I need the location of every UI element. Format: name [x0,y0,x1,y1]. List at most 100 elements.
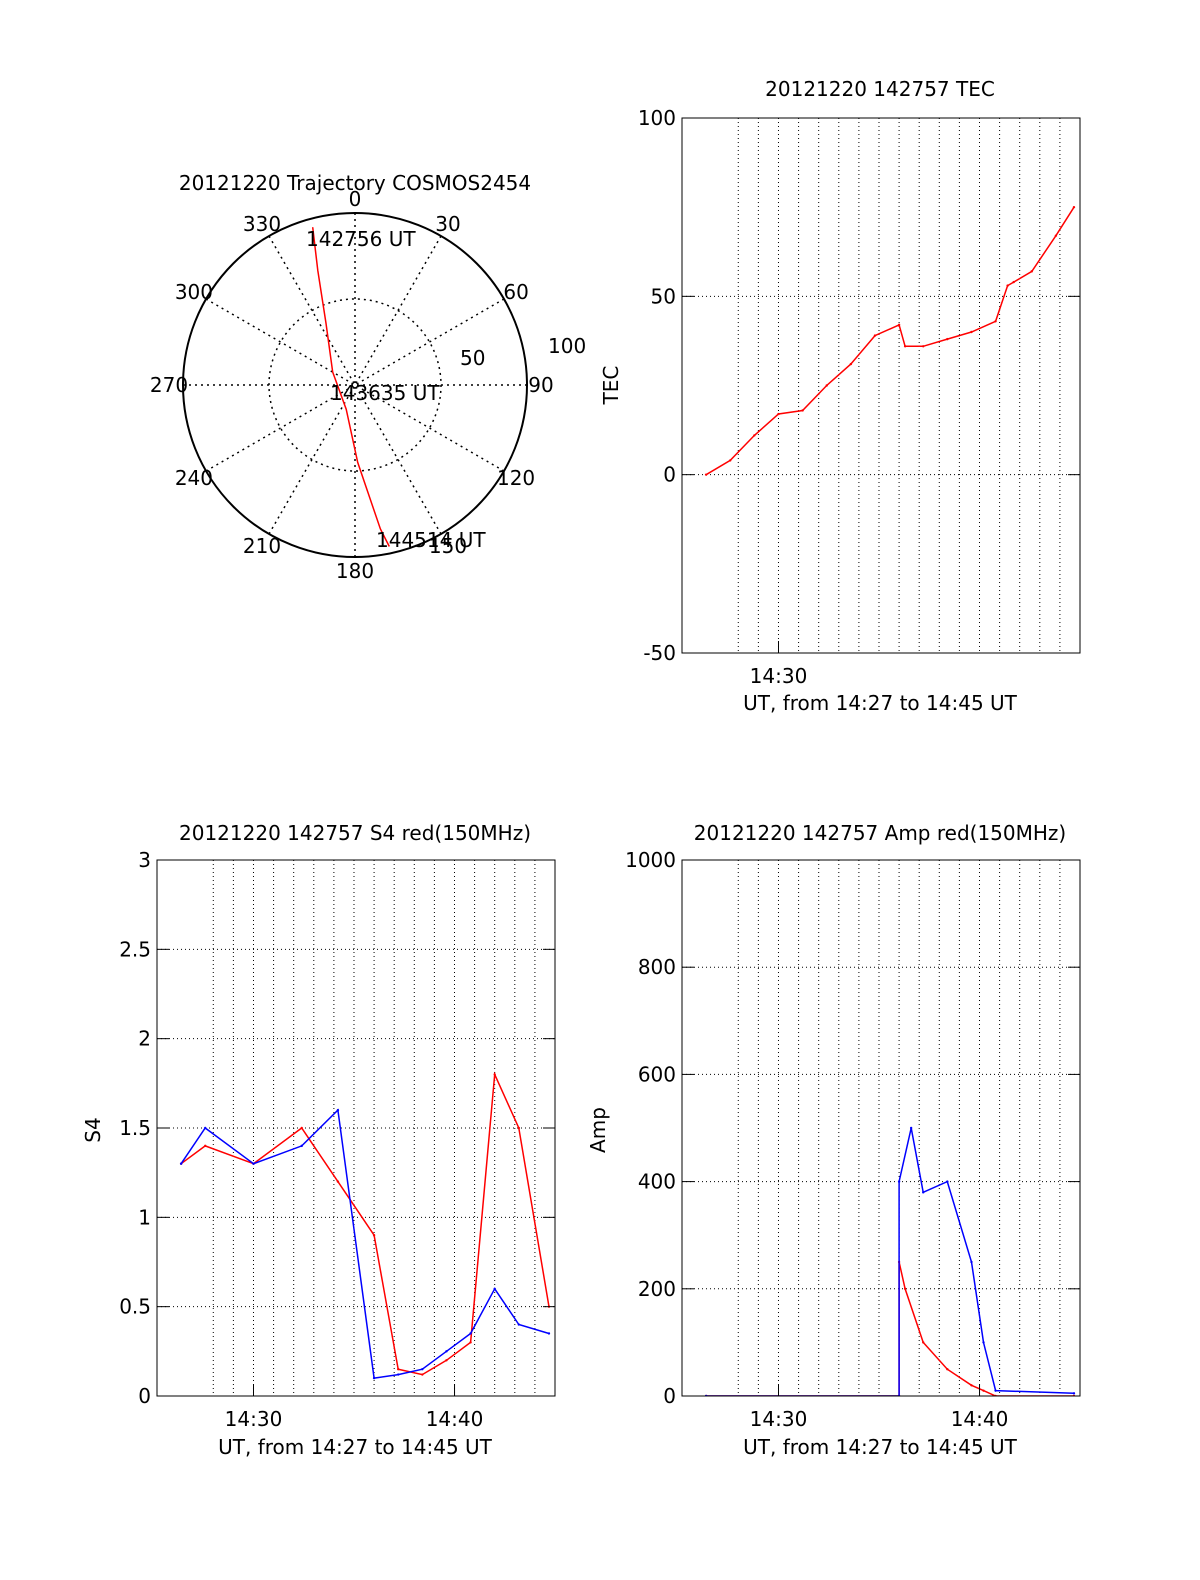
data-point [421,1373,424,1376]
tec-grid [682,118,1080,653]
s4-plot-frame [156,859,556,1397]
polar-angle-label: 240 [175,466,213,490]
amp-xlabel: UT, from 14:27 to 14:45 UT [743,1435,1018,1459]
y-tick-label: 600 [638,1062,676,1086]
polar-radius-label-50: 50 [460,346,485,370]
data-point [445,1350,448,1353]
polar-angle-label: 60 [503,280,528,304]
y-tick-label: 0 [138,1384,151,1408]
y-tick-label: 0 [663,463,676,487]
amp-ticks: 1000 800 600 400 200 0 14:30 14:40 [625,848,1080,1431]
data-point [982,1389,985,1392]
data-point [547,1332,551,1335]
amp-title: 20121220 142757 Amp red(150MHz) [694,821,1066,845]
data-point [704,473,708,476]
data-point [1072,1392,1076,1395]
data-point [1012,280,1015,284]
data-point [970,1384,973,1387]
data-point [903,345,907,348]
data-point [909,1126,913,1130]
x-tick-label: 14:30 [750,664,808,688]
y-tick-label: 100 [638,106,676,130]
data-point [179,1162,183,1165]
data-point [1006,284,1009,287]
data-point [777,412,780,416]
data-point [252,1162,255,1165]
y-tick-label: 0.5 [119,1295,151,1319]
data-point [873,334,877,337]
data-point [372,1376,376,1380]
y-tick-label: -50 [643,641,676,665]
amp-plot-frame [681,859,1081,1397]
data-point [825,384,828,387]
data-point [922,345,925,348]
series-line [706,1261,1074,1396]
series-line [705,206,1075,476]
s4-series [179,1071,551,1380]
y-tick-label: 400 [638,1170,676,1194]
tec-title: 20121220 142757 TEC [765,77,995,101]
data-point [897,323,901,327]
data-point [204,1126,207,1130]
data-point [336,1180,340,1183]
polar-angle-label: 330 [243,212,281,236]
data-point [922,1341,925,1344]
data-point [517,1126,521,1130]
amp-series [704,1126,1076,1396]
polar-angle-label: 150 [429,534,467,558]
data-point [994,1389,997,1392]
x-tick-label: 14:40 [426,1407,484,1431]
polar-outer-circle [182,212,528,558]
data-point [469,1341,472,1344]
x-tick-label: 14:30 [225,1407,283,1431]
data-point [1054,234,1058,237]
s4-panel: 20121220 142757 S4 red(150MHz) 3 2.5 2 1.5 1… [81,821,556,1459]
data-point [946,1180,949,1183]
data-point [493,1073,496,1076]
amp-grid [682,860,1080,1396]
polar-angle-label: 180 [336,559,374,583]
data-point [445,1359,448,1362]
data-point [517,1323,521,1326]
tec-plot-frame [681,117,1081,654]
series-line [180,1108,550,1379]
data-point [204,1144,207,1148]
y-tick-label: 2 [138,1027,151,1051]
polar-angle-label: 90 [528,373,553,397]
y-tick-label: 1 [138,1205,151,1229]
polar-angle-labels: 0 30 60 90 120 150 180 210 240 270 300 330 [150,187,554,583]
polar-angle-label: 120 [497,466,535,490]
data-point [469,1332,472,1335]
trajectory-panel: 20121220 Trajectory COSMOS2454 0 30 60 90 12… [150,171,586,583]
trajectory-line [311,227,390,547]
polar-angle-label: 30 [435,212,460,236]
tec-ylabel: TEC [599,366,623,406]
data-point [897,1180,901,1183]
polar-angle-label: 300 [175,280,213,304]
data-point [970,1260,973,1264]
s4-grid [157,860,555,1396]
y-tick-label: 50 [651,284,676,308]
s4-ylabel: S4 [81,1117,105,1142]
trajectory-mid-annotation: 143635 UT [330,381,440,405]
data-point [372,1234,376,1237]
data-point [970,330,973,334]
y-tick-label: 800 [638,955,676,979]
data-point [300,1144,303,1148]
s4-ticks: 3 2.5 2 1.5 1 0.5 0 14:30 14:40 [119,848,555,1431]
amp-panel: 20121220 142757 Amp red(150MHz) 1000 800 6… [586,821,1081,1459]
tec-xlabel: UT, from 14:27 to 14:45 UT [743,691,1018,715]
x-tick-label: 14:40 [951,1407,1009,1431]
data-point [753,434,756,437]
data-point [849,362,853,366]
trajectory-title: 20121220 Trajectory COSMOS2454 [179,171,531,195]
polar-angle-label: 210 [243,534,281,558]
data-point [300,1126,303,1130]
trajectory-end-annotation: 144514 UT [376,528,486,552]
data-point [903,1287,907,1291]
tec-panel: 20121220 142757 TEC 100 50 0 -50 14:30 UT, f… [599,77,1081,715]
data-point [421,1368,424,1371]
data-point [729,459,732,462]
s4-xlabel: UT, from 14:27 to 14:45 UT [218,1435,493,1459]
